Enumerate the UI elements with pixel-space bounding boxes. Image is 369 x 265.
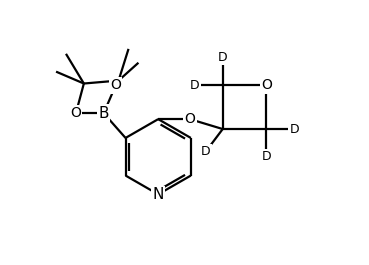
Text: D: D (201, 145, 211, 158)
Text: D: D (190, 79, 200, 92)
Text: D: D (262, 150, 271, 163)
Text: D: D (289, 122, 299, 135)
Text: B: B (99, 106, 109, 121)
Text: N: N (152, 187, 164, 202)
Text: O: O (110, 78, 121, 92)
Text: O: O (261, 78, 272, 92)
Text: D: D (218, 51, 228, 64)
Text: O: O (184, 112, 196, 126)
Text: O: O (70, 106, 81, 120)
